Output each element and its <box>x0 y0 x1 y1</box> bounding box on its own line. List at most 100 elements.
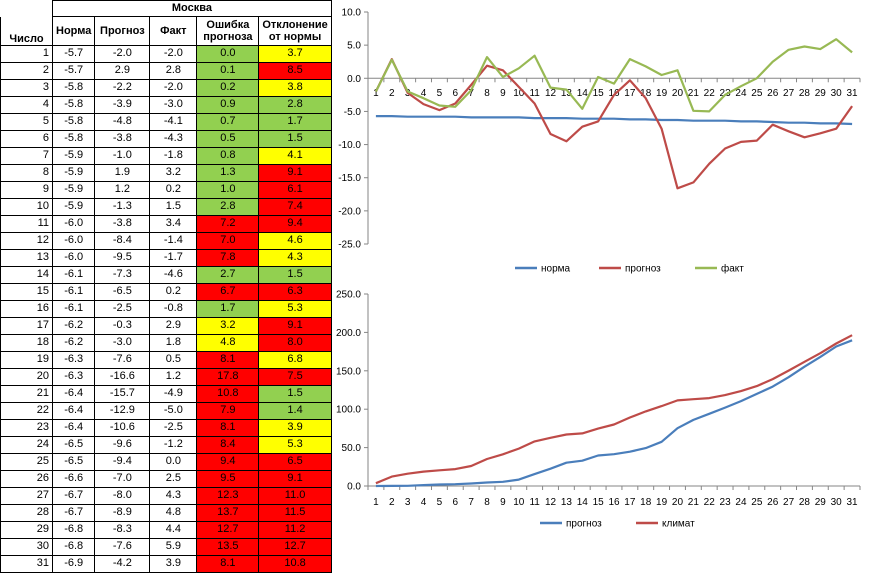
x-tick-label: 23 <box>720 88 732 99</box>
table-row: 24 -6.5 -9.6 -1.2 8.4 5.3 <box>0 435 332 454</box>
table-row: 16 -6.1 -2.5 -0.8 1.7 5.3 <box>0 299 332 318</box>
cell-deviation: 1.4 <box>258 401 332 420</box>
cell-norm: -5.7 <box>51 61 96 80</box>
legend-label: прогноз <box>566 519 602 530</box>
cell-day: 15 <box>0 282 53 301</box>
cell-forecast: -4.2 <box>94 554 151 573</box>
cell-norm: -5.8 <box>51 129 96 148</box>
cell-forecast: -8.3 <box>94 520 151 539</box>
cell-norm: -6.3 <box>51 367 96 386</box>
cell-deviation: 11.2 <box>258 520 332 539</box>
cell-deviation: 9.1 <box>258 469 332 488</box>
table-row: 5 -5.8 -4.8 -4.1 0.7 1.7 <box>0 112 332 131</box>
x-tick-label: 30 <box>831 497 843 508</box>
cell-deviation: 8.0 <box>258 333 332 352</box>
cell-fact: -2.5 <box>149 418 198 437</box>
cell-day: 2 <box>0 61 53 80</box>
cell-fact: -1.4 <box>149 231 198 250</box>
cell-deviation: 6.5 <box>258 452 332 471</box>
cell-error: 8.1 <box>196 350 260 369</box>
table-row: 6 -5.8 -3.8 -4.3 0.5 1.5 <box>0 129 332 148</box>
cell-norm: -6.8 <box>51 520 96 539</box>
table-row: 22 -6.4 -12.9 -5.0 7.9 1.4 <box>0 401 332 420</box>
x-tick-label: 31 <box>847 88 859 99</box>
cell-error: 8.1 <box>196 418 260 437</box>
table-row: 12 -6.0 -8.4 -1.4 7.0 4.6 <box>0 231 332 250</box>
cell-norm: -6.4 <box>51 418 96 437</box>
cell-error: 0.0 <box>196 44 260 63</box>
cell-forecast: -9.4 <box>94 452 151 471</box>
x-tick-label: 21 <box>688 88 700 99</box>
header-day: Число <box>0 16 53 46</box>
x-tick-label: 11 <box>529 88 540 99</box>
x-tick-label: 31 <box>847 497 859 508</box>
x-tick-label: 22 <box>704 497 716 508</box>
legend-label: климат <box>662 519 695 530</box>
cell-forecast: -8.0 <box>94 486 151 505</box>
cell-forecast: -9.6 <box>94 435 151 454</box>
x-tick-label: 21 <box>688 497 700 508</box>
x-tick-label: 12 <box>545 88 557 99</box>
cell-forecast: -15.7 <box>94 384 151 403</box>
cell-deviation: 7.4 <box>258 197 332 216</box>
x-tick-label: 25 <box>751 88 763 99</box>
cell-deviation: 4.6 <box>258 231 332 250</box>
cell-day: 19 <box>0 350 53 369</box>
temperature-chart: 10.0 5.0 0.0 -5.0 -10.0 -15.0 -20.0 -25.0 1 2 3 4 5 6… <box>338 8 861 275</box>
cell-forecast: 1.2 <box>94 180 151 199</box>
table-row: 17 -6.2 -0.3 2.9 3.2 9.1 <box>0 316 332 335</box>
cell-deviation: 5.3 <box>258 435 332 454</box>
table-row: 7 -5.9 -1.0 -1.8 0.8 4.1 <box>0 146 332 165</box>
cell-fact: 2.5 <box>149 469 198 488</box>
header-error: Ошибка прогноза <box>196 16 260 46</box>
cell-fact: 3.4 <box>149 214 198 233</box>
cell-norm: -5.9 <box>51 163 96 182</box>
cell-day: 5 <box>0 112 53 131</box>
cell-norm: -6.1 <box>51 282 96 301</box>
table-row: 9 -5.9 1.2 0.2 1.0 6.1 <box>0 180 332 199</box>
cell-error: 9.4 <box>196 452 260 471</box>
cell-norm: -6.2 <box>51 316 96 335</box>
header-fact: Факт <box>149 16 198 46</box>
cell-fact: 0.5 <box>149 350 198 369</box>
cell-day: 7 <box>0 146 53 165</box>
cell-forecast: -1.0 <box>94 146 151 165</box>
x-tick-label: 7 <box>468 88 474 99</box>
cell-error: 6.7 <box>196 282 260 301</box>
cell-deviation: 6.1 <box>258 180 332 199</box>
cell-norm: -5.8 <box>51 78 96 97</box>
cell-fact: -2.0 <box>149 78 198 97</box>
cell-error: 1.7 <box>196 299 260 318</box>
series-line-1 <box>375 339 853 488</box>
cell-norm: -5.9 <box>51 146 96 165</box>
cell-day: 16 <box>0 299 53 318</box>
cell-day: 28 <box>0 503 53 522</box>
cell-deviation: 8.5 <box>258 61 332 80</box>
cell-day: 24 <box>0 435 53 454</box>
cell-deviation: 5.3 <box>258 299 332 318</box>
y-tick-label: 150.0 <box>336 366 361 377</box>
cell-norm: -5.8 <box>51 112 96 131</box>
table-row: 29 -6.8 -8.3 4.4 12.7 11.2 <box>0 520 332 539</box>
x-tick-label: 2 <box>389 497 395 508</box>
cell-fact: 2.9 <box>149 316 198 335</box>
cell-forecast: 1.9 <box>94 163 151 182</box>
x-tick-label: 9 <box>500 88 506 99</box>
cell-norm: -6.7 <box>51 503 96 522</box>
table-row: 25 -6.5 -9.4 0.0 9.4 6.5 <box>0 452 332 471</box>
cell-day: 12 <box>0 231 53 250</box>
x-tick-label: 19 <box>656 497 668 508</box>
cell-error: 0.9 <box>196 95 260 114</box>
x-tick-label: 20 <box>672 497 684 508</box>
cell-day: 30 <box>0 537 53 556</box>
cell-fact: -4.9 <box>149 384 198 403</box>
cell-forecast: -12.9 <box>94 401 151 420</box>
cell-forecast: -10.6 <box>94 418 151 437</box>
city-title: Москва <box>52 0 332 17</box>
cell-fact: 1.5 <box>149 197 198 216</box>
cell-error: 0.7 <box>196 112 260 131</box>
y-tick-label: -15.0 <box>338 173 361 184</box>
table-row: 21 -6.4 -15.7 -4.9 10.8 1.5 <box>0 384 332 403</box>
x-tick-label: 22 <box>704 88 716 99</box>
cell-day: 18 <box>0 333 53 352</box>
